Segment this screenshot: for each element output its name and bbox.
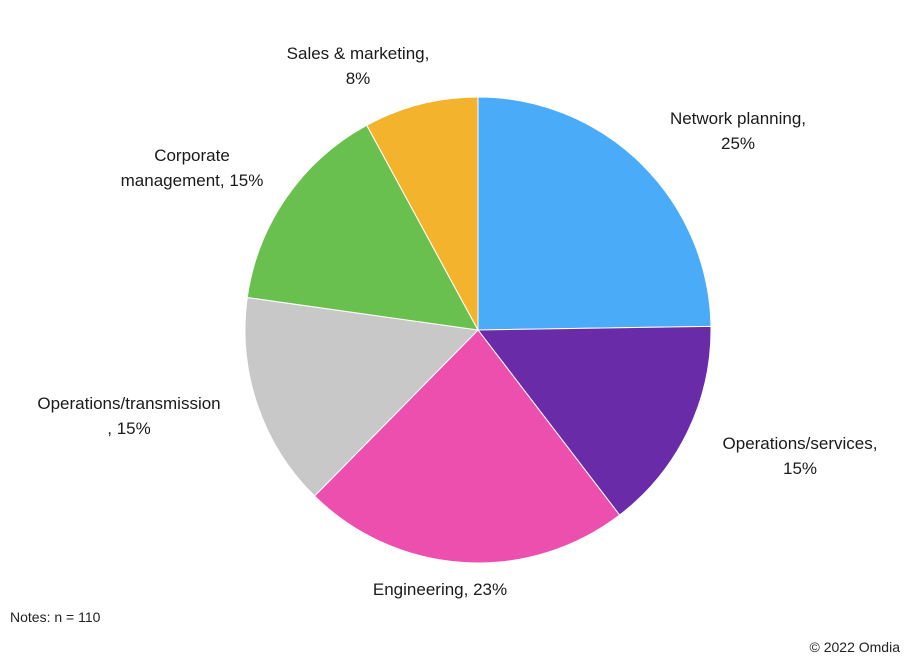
pie-slices <box>244 96 712 564</box>
label-engineering: Engineering, 23% <box>340 577 540 602</box>
label-operations-transmission-line2: , 15% <box>107 419 151 438</box>
label-network-planning-line2: 25% <box>720 134 756 153</box>
label-operations-services: Operations/services, 15% <box>700 431 900 481</box>
label-corporate-management: Corporate management, 15% <box>96 143 288 193</box>
label-corporate-management-line1: Corporate <box>154 146 230 165</box>
pie-slice-engineering <box>313 329 621 564</box>
pie-slice-sales-marketing <box>366 96 479 331</box>
label-operations-transmission: Operations/transmission , 15% <box>14 391 244 441</box>
label-engineering-line1: Engineering, 23% <box>372 580 508 599</box>
label-corporate-management-line2: management, 15% <box>120 171 264 190</box>
notes-text: Notes: n = 110 <box>10 609 101 625</box>
pie-slice-operations-transmission <box>244 296 480 497</box>
label-operations-services-line1: Operations/services, <box>722 434 878 453</box>
pie-slice-corporate-management <box>246 124 479 331</box>
label-sales-marketing: Sales & marketing, 8% <box>264 41 452 91</box>
label-network-planning: Network planning, 25% <box>640 106 836 156</box>
label-sales-marketing-line1: Sales & marketing, <box>286 44 430 63</box>
label-operations-transmission-line1: Operations/transmission <box>37 394 221 413</box>
label-sales-marketing-line2: 8% <box>345 69 371 88</box>
pie-slice-network-planning <box>477 96 712 331</box>
label-operations-services-line2: 15% <box>782 459 818 478</box>
copyright-text: © 2022 Omdia <box>809 639 900 655</box>
label-network-planning-line1: Network planning, <box>669 109 807 128</box>
pie-slice-operations-services <box>476 325 712 516</box>
